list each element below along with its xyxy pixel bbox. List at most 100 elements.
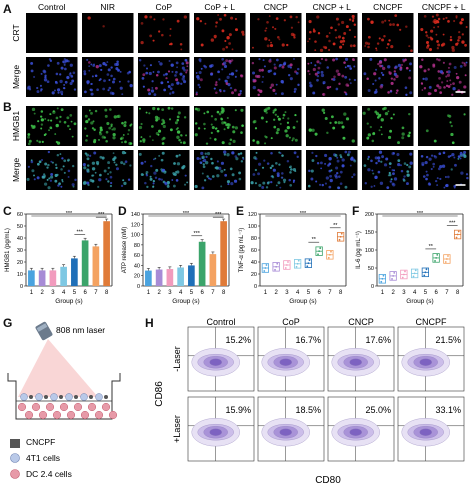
- data-point: [263, 270, 266, 272]
- sig-label: ***: [194, 231, 201, 237]
- data-point: [423, 274, 426, 277]
- micrograph-tile: [138, 150, 190, 190]
- cd80-cd86-percentage: 15.2%: [225, 335, 251, 345]
- nanoparticle: [44, 395, 48, 399]
- y-tick-label: 140: [131, 212, 140, 218]
- data-point: [338, 238, 341, 241]
- data-point: [330, 250, 332, 253]
- micrograph-tile: [26, 106, 78, 146]
- y-axis-label: ATP release (nM): [122, 227, 128, 273]
- data-point: [339, 235, 342, 238]
- sig-label: ***: [300, 211, 307, 217]
- y-tick-label: 120: [248, 212, 257, 218]
- sig-label: **: [333, 223, 338, 229]
- panel-label-c: C: [3, 204, 12, 218]
- x-axis-label: Group (s): [289, 298, 316, 305]
- density-contour: [279, 428, 292, 436]
- y-tick-label: 80: [134, 243, 140, 249]
- panel-label-b: B: [3, 100, 12, 114]
- data-point: [456, 233, 459, 236]
- x-tick-label: 3: [402, 290, 406, 296]
- x-tick-label: 8: [222, 290, 226, 296]
- micrograph-tile: [306, 106, 358, 146]
- x-tick-label: 3: [51, 290, 55, 296]
- data-point: [445, 258, 448, 260]
- x-tick-label: 4: [62, 290, 66, 296]
- micrograph-tile: [82, 13, 134, 53]
- x-tick-label: 2: [274, 290, 278, 296]
- x-tick-label: 7: [94, 290, 98, 296]
- micrograph-tile: [362, 57, 414, 97]
- sig-label: ***: [215, 212, 222, 218]
- bar: [155, 269, 163, 286]
- nanoparticle: [59, 395, 63, 399]
- y-tick-label: 40: [17, 236, 23, 242]
- x-tick-label: 2: [40, 290, 44, 296]
- y-tick-label: 30: [17, 248, 23, 254]
- x-axis-label: Group (s): [406, 298, 433, 305]
- y-tick-label: 10: [17, 272, 23, 278]
- row-label: Merge: [11, 158, 21, 182]
- y-tick-label: 0: [20, 284, 23, 290]
- tumor-cell: [35, 393, 43, 401]
- tumor-cell-legend-icon: [10, 453, 20, 463]
- y-tick-label: 150: [365, 230, 374, 236]
- sig-label: ***: [183, 211, 190, 217]
- data-point: [319, 247, 322, 250]
- density-contour: [279, 358, 292, 366]
- nanoparticle: [104, 395, 108, 399]
- y-tick-label: 120: [131, 222, 140, 228]
- data-point: [340, 232, 343, 235]
- group-header: CNCP: [264, 2, 288, 12]
- dendritic-cell: [31, 402, 41, 412]
- flow-plot: 16.7%: [257, 326, 325, 392]
- x-tick-label: 1: [30, 290, 34, 296]
- micrograph-tile: [26, 57, 78, 97]
- cd80-cd86-percentage: 21.5%: [435, 335, 461, 345]
- panel-label-g: G: [3, 316, 13, 330]
- group-header: CNCPF + L: [422, 2, 466, 12]
- x-tick-label: 7: [445, 290, 449, 296]
- data-point: [457, 230, 460, 233]
- bar: [71, 258, 78, 286]
- bar: [60, 266, 67, 286]
- data-point: [455, 236, 458, 239]
- micrograph-tile: [250, 13, 302, 53]
- density-contour: [209, 428, 222, 436]
- bar: [220, 221, 227, 286]
- micrograph-tile: [138, 57, 190, 97]
- dendritic-cell: [80, 410, 90, 420]
- dc-cell-legend-icon: [10, 469, 20, 479]
- micrograph-tile: [82, 150, 134, 190]
- micrograph-tile: [418, 13, 470, 53]
- flow-plot: 17.6%: [327, 326, 395, 392]
- data-point: [308, 259, 311, 262]
- micrograph-tile: [26, 13, 78, 53]
- bar: [92, 246, 100, 286]
- data-point: [285, 264, 288, 266]
- data-point: [425, 268, 428, 271]
- density-contour: [349, 358, 362, 366]
- bar: [166, 269, 174, 286]
- data-point: [393, 271, 396, 274]
- y-tick-label: 50: [17, 224, 23, 230]
- y-tick-label: 60: [17, 212, 23, 218]
- sig-label: **: [312, 237, 317, 243]
- micrograph-tile: [362, 13, 414, 53]
- dendritic-cell: [108, 410, 118, 420]
- flow-column-label: Control: [206, 317, 235, 327]
- data-point: [327, 256, 330, 259]
- tumor-cell: [50, 393, 58, 401]
- flow-plot: 18.5%: [257, 396, 325, 462]
- dendritic-cell: [73, 402, 83, 412]
- laser-device: [35, 321, 53, 341]
- group-header: NIR: [100, 2, 115, 12]
- panel-label-h: H: [145, 316, 154, 330]
- chart-c: 0 10 20 30 40 50 60 HMGB1 (pg/mL) Group (s) 1 2 3 4 5…: [5, 211, 113, 305]
- bar: [81, 240, 89, 286]
- panel-label-d: D: [118, 204, 127, 218]
- x-axis-label: Group (s): [172, 298, 199, 305]
- sig-label: ***: [66, 211, 73, 217]
- flow-row-label: +Laser: [172, 415, 182, 443]
- x-tick-label: 4: [179, 290, 183, 296]
